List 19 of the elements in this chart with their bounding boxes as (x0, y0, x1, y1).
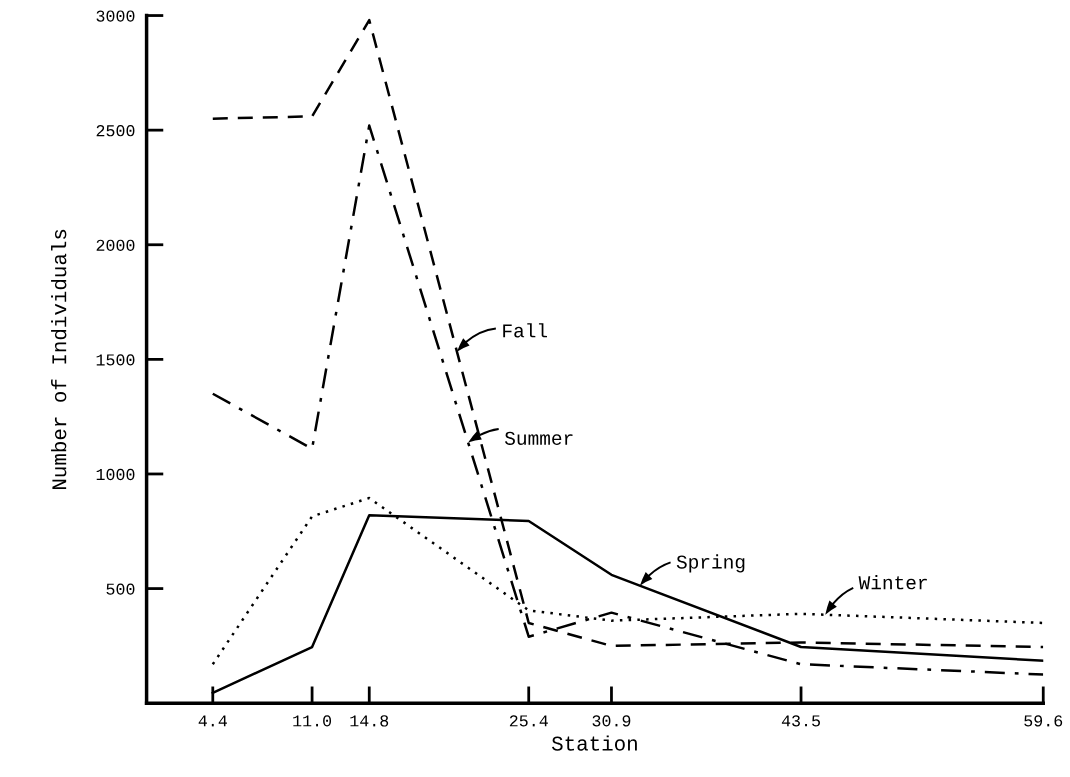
y-axis-title: Number of Individuals (51, 229, 67, 489)
y-tick-label: 1500 (96, 354, 135, 366)
y-tick-label: 500 (106, 583, 135, 595)
legend-label: Spring (676, 554, 745, 573)
x-tick-label: 11.0 (293, 715, 332, 727)
legend-label: Summer (504, 431, 573, 445)
x-tick-label: 25.4 (509, 715, 548, 727)
x-axis-title: Station (551, 735, 637, 751)
y-tick-label: 1000 (96, 468, 135, 481)
series-label: Winter (858, 575, 927, 590)
y-tick-label: 2500 (96, 125, 135, 137)
x-tick-label: 14.8 (350, 715, 389, 727)
legend-label: Fall (503, 323, 548, 338)
x-tick-label: 43.5 (781, 715, 820, 727)
y-tick-label: 2000 (96, 239, 135, 251)
x-tick-label: 59.6 (1024, 715, 1063, 727)
x-tick-label: 4.4 (198, 715, 227, 727)
y-tick-label: 3000 (96, 10, 135, 22)
x-tick-label: 30.9 (592, 715, 631, 727)
